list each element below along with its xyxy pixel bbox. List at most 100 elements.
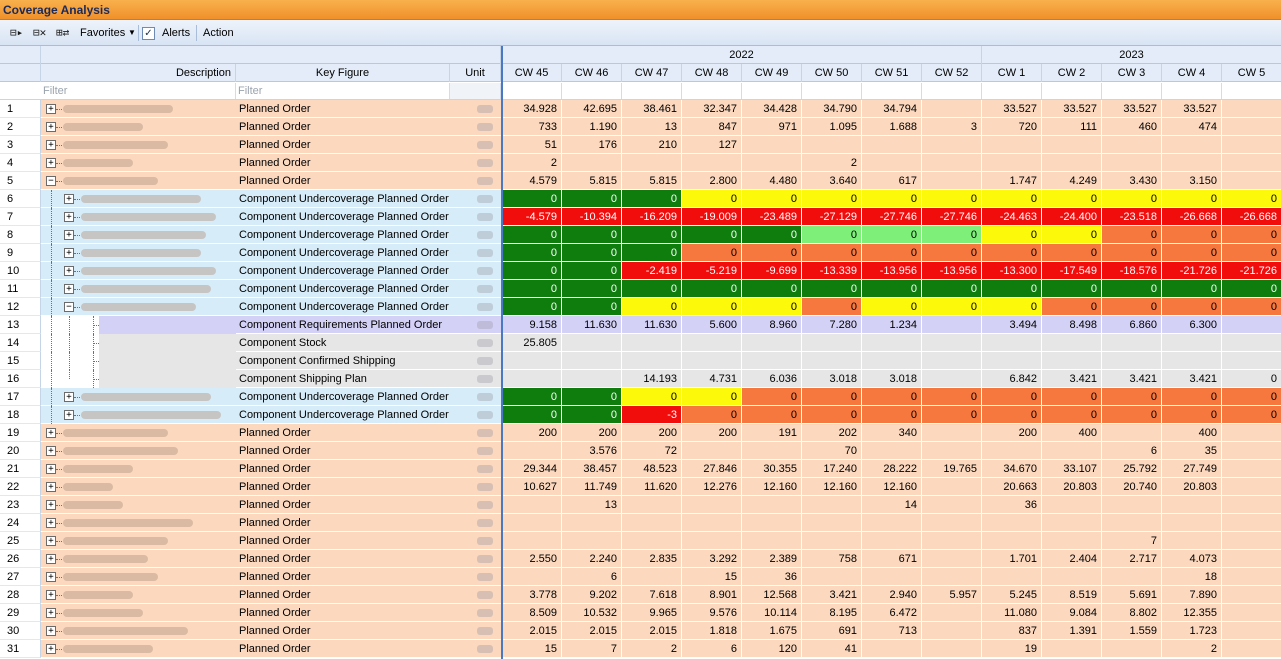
value-cell[interactable] (1222, 352, 1281, 370)
value-cell[interactable]: 11.630 (622, 316, 682, 334)
value-cell[interactable] (1162, 154, 1222, 172)
value-cell[interactable]: 0 (682, 190, 742, 208)
value-cell[interactable] (862, 154, 922, 172)
value-cell[interactable]: 33.527 (1042, 100, 1102, 118)
value-cell[interactable]: -18.576 (1102, 262, 1162, 280)
value-cell[interactable] (1042, 640, 1102, 658)
value-cell[interactable]: 14 (862, 496, 922, 514)
value-cell[interactable] (862, 136, 922, 154)
value-cell[interactable]: 25.792 (1102, 460, 1162, 478)
value-cell[interactable] (802, 532, 862, 550)
value-cell[interactable] (1162, 334, 1222, 352)
expand-icon[interactable]: + (64, 230, 74, 240)
expand-all-icon[interactable]: ⊟▸ (10, 26, 24, 39)
table-row[interactable]: 10 + Component Undercoverage Planned Order… (0, 262, 1281, 280)
column-header-unit[interactable]: Unit (450, 64, 501, 82)
value-cell[interactable]: 0 (502, 226, 562, 244)
week-filter-cell[interactable] (742, 83, 802, 99)
value-cell[interactable]: 6 (682, 640, 742, 658)
value-cell[interactable]: 6.300 (1162, 316, 1222, 334)
value-cell[interactable]: 2 (622, 640, 682, 658)
column-header-week[interactable]: CW 46 (562, 64, 622, 82)
value-cell[interactable]: 1.234 (862, 316, 922, 334)
table-row[interactable]: 29 + Planned Order 8.509 10.532 9.965 9.576 10.… (0, 604, 1281, 622)
column-header-week[interactable]: CW 5 (1222, 64, 1281, 82)
value-cell[interactable] (562, 514, 622, 532)
description-filter-input[interactable]: Filter (41, 83, 236, 99)
value-cell[interactable]: 0 (802, 406, 862, 424)
unit-filter-input[interactable] (450, 83, 501, 99)
value-cell[interactable] (982, 352, 1042, 370)
value-cell[interactable]: 35 (1162, 442, 1222, 460)
value-cell[interactable] (682, 496, 742, 514)
table-row[interactable]: 4 + Planned Order 2 2 (0, 154, 1281, 172)
value-cell[interactable]: 0 (922, 226, 982, 244)
value-cell[interactable]: 3.640 (802, 172, 862, 190)
value-cell[interactable] (742, 442, 802, 460)
value-cell[interactable] (922, 532, 982, 550)
value-cell[interactable]: -27.746 (862, 208, 922, 226)
value-cell[interactable]: 4.249 (1042, 172, 1102, 190)
value-cell[interactable]: 0 (562, 298, 622, 316)
value-cell[interactable]: 0 (1042, 388, 1102, 406)
value-cell[interactable] (682, 154, 742, 172)
value-cell[interactable]: 340 (862, 424, 922, 442)
value-cell[interactable]: 25.805 (502, 334, 562, 352)
value-cell[interactable]: 38.461 (622, 100, 682, 118)
value-cell[interactable]: 6.842 (982, 370, 1042, 388)
value-cell[interactable]: 0 (562, 262, 622, 280)
value-cell[interactable]: -21.726 (1162, 262, 1222, 280)
value-cell[interactable]: 474 (1162, 118, 1222, 136)
value-cell[interactable]: 11.630 (562, 316, 622, 334)
value-cell[interactable]: 0 (1222, 388, 1281, 406)
value-cell[interactable] (622, 496, 682, 514)
table-row[interactable]: 12 − Component Undercoverage Planned Order… (0, 298, 1281, 316)
value-cell[interactable] (1102, 154, 1162, 172)
expand-icon[interactable]: + (46, 536, 56, 546)
value-cell[interactable]: 0 (862, 190, 922, 208)
value-cell[interactable] (922, 370, 982, 388)
expand-icon[interactable]: + (64, 248, 74, 258)
value-cell[interactable]: 200 (982, 424, 1042, 442)
value-cell[interactable]: 3 (922, 118, 982, 136)
value-cell[interactable]: 2 (802, 154, 862, 172)
column-header-week[interactable]: CW 3 (1102, 64, 1162, 82)
value-cell[interactable]: 0 (682, 388, 742, 406)
value-cell[interactable] (1222, 316, 1281, 334)
value-cell[interactable]: 0 (862, 298, 922, 316)
value-cell[interactable] (1042, 532, 1102, 550)
value-cell[interactable]: -3 (622, 406, 682, 424)
value-cell[interactable]: 12.276 (682, 478, 742, 496)
value-cell[interactable] (802, 496, 862, 514)
value-cell[interactable]: 2.800 (682, 172, 742, 190)
value-cell[interactable]: 0 (1042, 244, 1102, 262)
value-cell[interactable] (1222, 478, 1281, 496)
value-cell[interactable]: 0 (1102, 298, 1162, 316)
value-cell[interactable]: 0 (622, 280, 682, 298)
value-cell[interactable] (502, 370, 562, 388)
value-cell[interactable]: 20.803 (1162, 478, 1222, 496)
value-cell[interactable]: 11.749 (562, 478, 622, 496)
value-cell[interactable] (862, 442, 922, 460)
value-cell[interactable] (1102, 424, 1162, 442)
value-cell[interactable] (922, 154, 982, 172)
value-cell[interactable]: 70 (802, 442, 862, 460)
value-cell[interactable]: 3.018 (862, 370, 922, 388)
table-row[interactable]: 25 + Planned Order 7 (0, 532, 1281, 550)
value-cell[interactable] (1162, 352, 1222, 370)
value-cell[interactable]: 1.818 (682, 622, 742, 640)
value-cell[interactable]: 460 (1102, 118, 1162, 136)
value-cell[interactable]: 15 (502, 640, 562, 658)
value-cell[interactable]: 720 (982, 118, 1042, 136)
value-cell[interactable] (1102, 514, 1162, 532)
value-cell[interactable] (682, 334, 742, 352)
value-cell[interactable] (802, 334, 862, 352)
value-cell[interactable] (1222, 622, 1281, 640)
value-cell[interactable] (922, 478, 982, 496)
value-cell[interactable]: 19 (982, 640, 1042, 658)
value-cell[interactable]: 1.688 (862, 118, 922, 136)
value-cell[interactable]: 4.579 (502, 172, 562, 190)
expand-icon[interactable]: + (64, 194, 74, 204)
value-cell[interactable] (742, 334, 802, 352)
value-cell[interactable]: 111 (1042, 118, 1102, 136)
